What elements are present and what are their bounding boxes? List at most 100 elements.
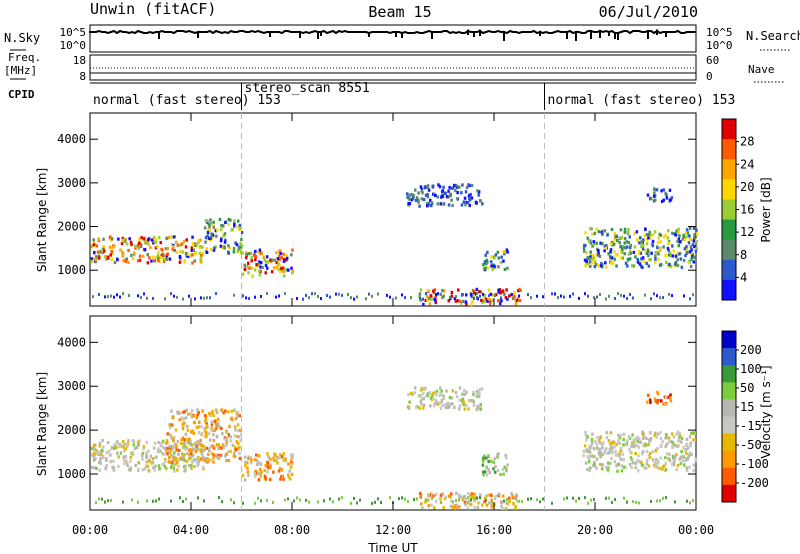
data-cell (178, 243, 182, 247)
data-cell (117, 465, 120, 469)
data-cell (173, 235, 176, 239)
velocity-ylabel: Slant Range [km] (35, 372, 49, 476)
data-cell (685, 248, 689, 252)
ground-scatter-cell (266, 292, 268, 296)
data-cell (184, 464, 187, 468)
data-cell (145, 440, 149, 445)
data-cell (190, 248, 194, 253)
data-cell (476, 392, 479, 396)
data-cell (282, 259, 286, 263)
data-cell (455, 395, 459, 399)
data-cell (407, 406, 411, 410)
data-cell (290, 253, 293, 257)
data-cell (239, 242, 242, 246)
data-cell (272, 456, 275, 460)
data-cell (510, 293, 513, 297)
data-cell (201, 455, 205, 459)
data-cell (418, 406, 421, 410)
ground-scatter-cell (653, 292, 655, 296)
data-cell (237, 442, 240, 446)
data-cell (627, 252, 631, 256)
data-cell (192, 442, 195, 446)
ground-scatter-cell (620, 293, 622, 297)
data-cell (280, 468, 284, 472)
data-cell (225, 436, 229, 440)
data-cell (499, 301, 502, 306)
data-cell (628, 235, 631, 239)
data-cell (506, 266, 509, 270)
data-cell (605, 465, 608, 470)
ground-scatter-cell (614, 296, 616, 300)
data-cell (465, 293, 468, 297)
data-cell (684, 458, 687, 462)
data-cell (613, 232, 617, 236)
data-cell (141, 468, 144, 472)
data-cell (647, 253, 650, 258)
data-cell (275, 251, 278, 255)
data-cell (449, 194, 453, 198)
data-cell (497, 288, 500, 292)
data-cell (664, 444, 667, 449)
data-cell (685, 235, 688, 239)
data-cell (601, 232, 604, 236)
data-cell (680, 450, 683, 454)
cpid-segment-label: stereo_scan 8551 (245, 81, 370, 96)
data-cell (689, 443, 692, 447)
ground-scatter-cell (551, 501, 553, 505)
data-cell (512, 502, 515, 506)
nsearch-tick-top: 10^5 (706, 26, 733, 39)
data-cell (161, 445, 165, 449)
data-cell (284, 459, 288, 463)
data-cell (593, 447, 596, 451)
data-cell (264, 271, 267, 275)
data-cell (679, 461, 682, 466)
data-cell (436, 195, 440, 199)
data-cell (105, 458, 108, 462)
data-cell (671, 454, 675, 458)
data-cell (233, 224, 236, 228)
data-cell (595, 457, 599, 461)
data-cell (100, 448, 104, 452)
data-cell (113, 443, 117, 447)
data-cell (686, 231, 690, 235)
data-cell (284, 457, 287, 461)
data-cell (589, 466, 592, 470)
y-tick-label: 1000 (57, 467, 86, 481)
data-cell (669, 198, 672, 202)
data-cell (472, 393, 475, 397)
data-cell (109, 453, 112, 457)
data-cell (257, 250, 260, 254)
data-cell (471, 288, 475, 292)
data-cell (463, 500, 467, 504)
data-cell (107, 449, 111, 454)
data-cell (693, 236, 696, 240)
data-cell (482, 456, 485, 460)
data-cell (626, 264, 629, 268)
data-cell (501, 289, 505, 293)
data-cell (227, 410, 230, 414)
data-cell (650, 251, 653, 255)
data-cell (629, 249, 632, 253)
data-cell (614, 235, 617, 239)
data-cell (170, 242, 174, 247)
data-cell (464, 203, 467, 207)
data-cell (209, 236, 212, 241)
colorbar-tick-label: 24 (740, 157, 754, 171)
data-cell (209, 248, 213, 252)
data-cell (263, 474, 267, 478)
data-cell (593, 460, 596, 464)
data-cell (678, 234, 681, 238)
data-cell (480, 387, 484, 391)
data-cell (234, 448, 238, 452)
data-cell (484, 297, 488, 301)
data-cell (682, 233, 685, 237)
data-cell (659, 456, 662, 460)
data-cell (639, 264, 643, 268)
ground-scatter-cell (284, 498, 286, 502)
data-cell (677, 230, 680, 234)
data-cell (659, 233, 662, 237)
data-cell (238, 445, 241, 450)
ground-scatter-cell (170, 292, 172, 296)
data-cell (165, 467, 168, 471)
ground-scatter-cell (272, 500, 274, 504)
